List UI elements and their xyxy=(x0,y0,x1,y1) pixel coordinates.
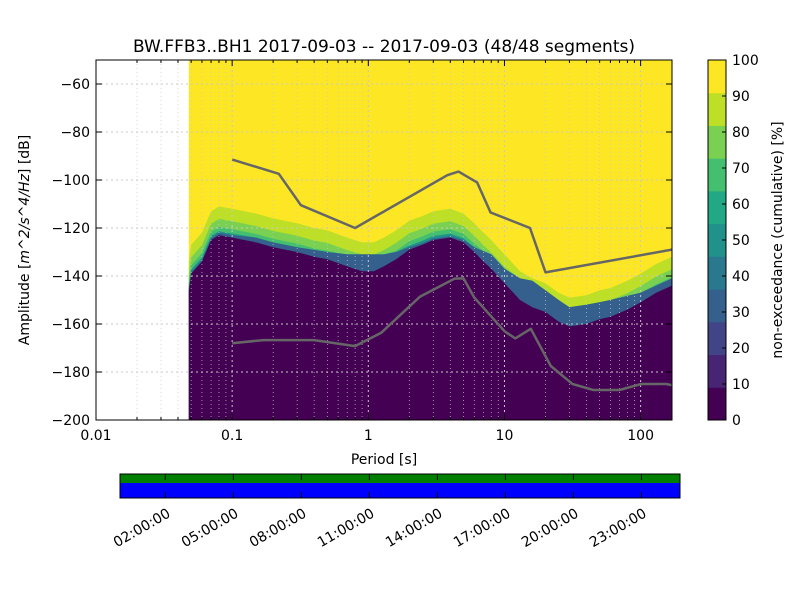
x-tick-label: 100 xyxy=(627,428,654,444)
y-axis-ticks: −60 −80 −100 −120 −140 −160 −180 −200 xyxy=(52,77,672,429)
x-tick-label: 0.1 xyxy=(221,428,243,444)
y-axis-label-prefix: Amplitude [ xyxy=(17,264,33,346)
colorbar-label: non-exceedance (cumulative) [%] xyxy=(770,121,786,358)
colorbar-segment xyxy=(708,92,726,126)
colorbar-tick-label: 100 xyxy=(732,53,759,69)
colorbar-tick-label: 90 xyxy=(732,89,750,105)
x-tick-label: 1 xyxy=(364,428,373,444)
y-tick-label: −200 xyxy=(52,413,90,429)
colorbar-segment xyxy=(708,190,726,225)
coverage-tick-label: 23:00:00 xyxy=(587,506,649,551)
ppsd-heatmap xyxy=(188,60,672,420)
y-tick-label: −80 xyxy=(60,125,90,141)
series-line-nhnm xyxy=(231,158,672,274)
y-axis-label: Amplitude [m^2/s^4/Hz] [dB] xyxy=(17,135,33,346)
plot-grid xyxy=(96,60,672,420)
colorbar-tick-label: 40 xyxy=(732,269,750,285)
y-tick-label: −180 xyxy=(52,365,90,381)
colorbar-tick-label: 20 xyxy=(732,341,750,357)
coverage-tick-label: 11:00:00 xyxy=(315,506,377,551)
plot-frame xyxy=(95,59,673,421)
y-tick-label: −60 xyxy=(60,77,90,93)
coverage-tick-label: 17:00:00 xyxy=(451,506,513,551)
ppsd-plot-area xyxy=(96,60,672,420)
colorbar-tick-label: 60 xyxy=(732,197,750,213)
colorbar-segment xyxy=(708,223,726,257)
y-axis-label-suffix: ] [dB] xyxy=(17,135,33,174)
coverage-tick-label: 14:00:00 xyxy=(383,506,445,551)
colorbar-segment xyxy=(708,158,726,192)
colorbar-segment xyxy=(708,125,726,159)
colorbar-tick-label: 0 xyxy=(732,413,741,429)
colorbar-segment xyxy=(708,387,726,421)
colorbar-tick-label: 30 xyxy=(732,305,750,321)
coverage-frame xyxy=(119,473,681,499)
colorbar-segment xyxy=(708,256,726,290)
y-tick-label: −140 xyxy=(52,269,90,285)
colorbar-segment xyxy=(708,354,726,388)
noise-model-lines xyxy=(231,158,672,392)
colorbar-tick-label: 70 xyxy=(732,161,750,177)
coverage-tick-label: 20:00:00 xyxy=(519,506,581,551)
x-axis-ticks: 0.01 0.1 1 10 100 xyxy=(80,60,654,444)
colorbar-tick-label: 50 xyxy=(732,233,750,249)
y-tick-label: −100 xyxy=(52,173,90,189)
x-tick-label: 10 xyxy=(496,428,514,444)
series-line-nlnm xyxy=(232,277,672,392)
colorbar-tick-label: 10 xyxy=(732,377,750,393)
y-tick-label: −120 xyxy=(52,221,90,237)
colorbar: 0 10 20 30 40 50 60 70 80 90 100 xyxy=(707,53,759,429)
y-axis-label-math: m^2/s^4/Hz xyxy=(17,173,33,263)
coverage-data-row xyxy=(120,483,680,498)
data-coverage-bar: 02:00:00 05:00:00 08:00:00 11:00:00 14:00:00… xyxy=(111,473,681,551)
coverage-tick-label: 05:00:00 xyxy=(179,506,241,551)
coverage-segments-row xyxy=(120,474,680,483)
coverage-tick-label: 02:00:00 xyxy=(111,506,173,551)
x-tick-label: 0.01 xyxy=(80,428,111,444)
heatmap-low-region xyxy=(188,235,672,420)
x-axis-label: Period [s] xyxy=(351,452,417,468)
colorbar-tick-label: 80 xyxy=(732,125,750,141)
coverage-tick-label: 08:00:00 xyxy=(247,506,309,551)
colorbar-segment xyxy=(708,321,726,356)
colorbar-segment xyxy=(708,289,726,323)
chart-title: BW.FFB3..BH1 2017-09-03 -- 2017-09-03 (4… xyxy=(133,37,635,57)
colorbar-segment xyxy=(708,60,726,94)
y-tick-label: −160 xyxy=(52,317,90,333)
